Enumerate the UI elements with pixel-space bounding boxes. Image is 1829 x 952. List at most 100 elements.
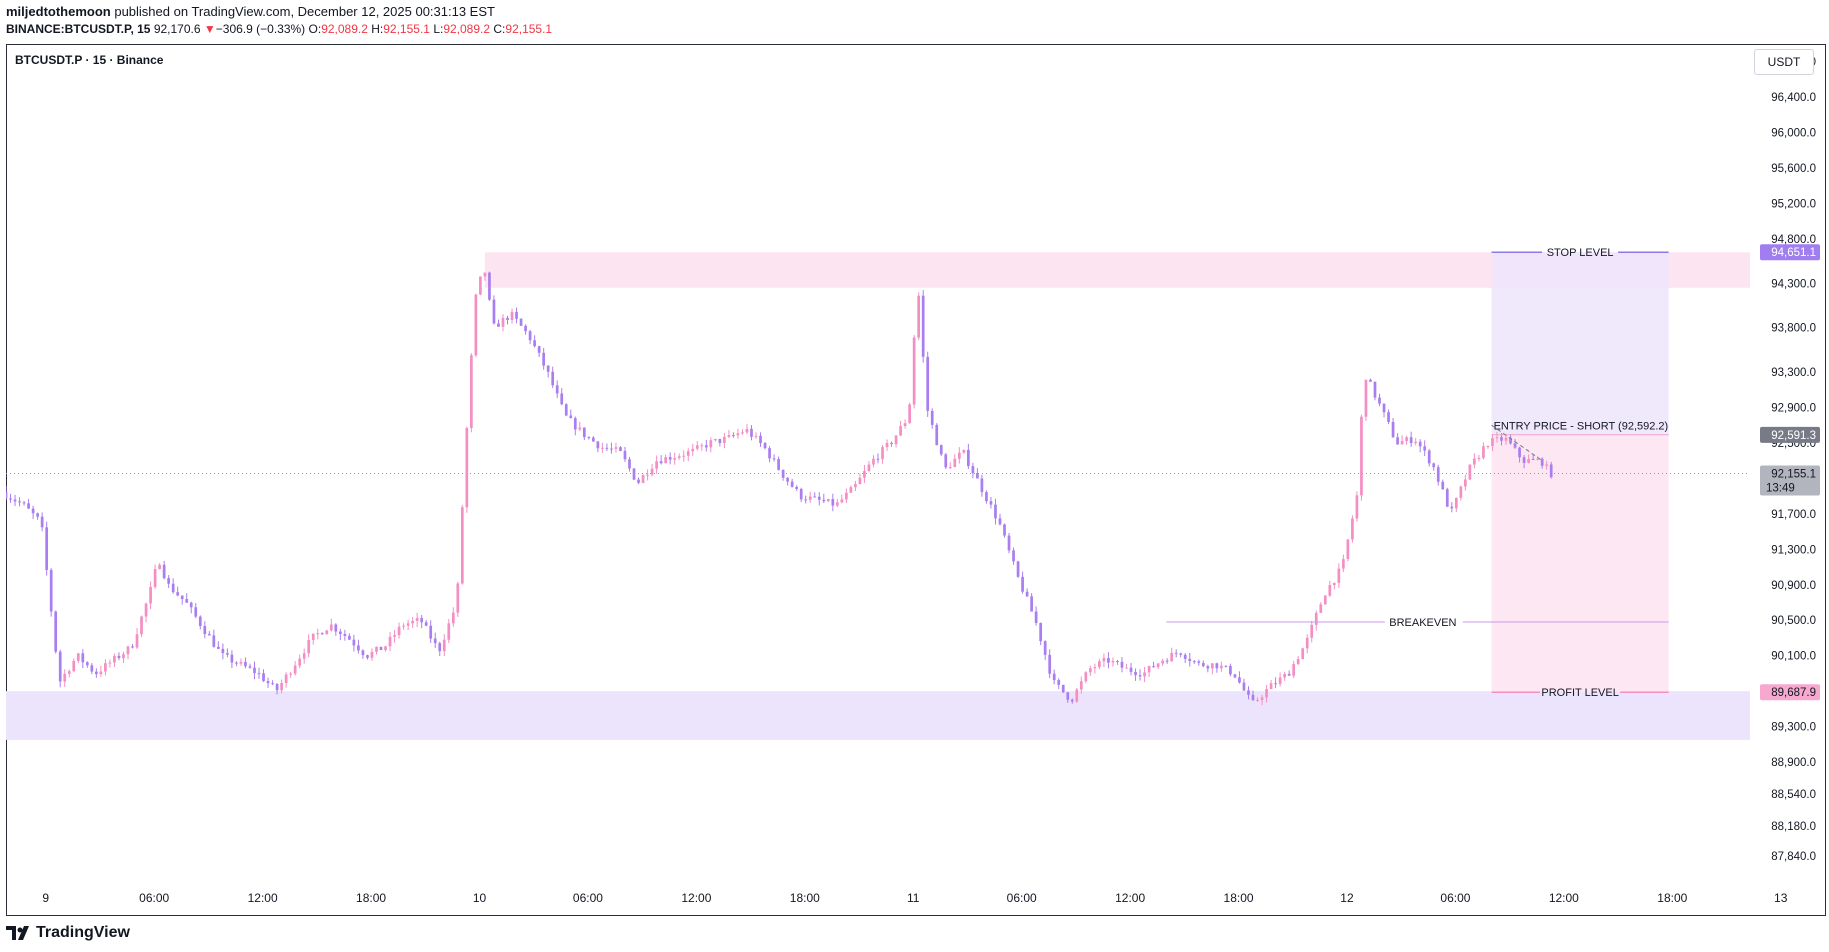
candle-227: [1030, 593, 1033, 612]
candle-body: [519, 318, 523, 326]
candle-50: [230, 650, 234, 669]
candle-177: [804, 495, 808, 504]
candle-80: [366, 654, 369, 660]
candle-6: [31, 505, 35, 519]
candle-119: [542, 347, 546, 370]
candle-99: [451, 607, 455, 627]
price-chart[interactable]: BREAKEVEN STOP LEVEL PROFIT LEVEL ENTRY PRI…: [6, 44, 1826, 916]
candle-263: [1192, 660, 1196, 665]
candle-body: [167, 578, 171, 584]
candle-body: [1012, 550, 1015, 562]
candle-301: [1364, 379, 1368, 421]
candle-body: [492, 299, 496, 324]
candle-body: [1224, 665, 1228, 667]
candle-body: [596, 441, 600, 449]
candle-226: [1025, 588, 1029, 598]
candle-body: [1441, 481, 1445, 490]
candle-body: [750, 428, 753, 437]
candle-79: [361, 649, 365, 659]
price-tick-4: 95,200.0: [1771, 199, 1816, 211]
candle-278: [1260, 694, 1264, 705]
candle-body: [1274, 683, 1277, 685]
candle-body: [840, 499, 844, 503]
candle-body: [592, 437, 595, 442]
candle-body: [1287, 673, 1291, 676]
candle-body: [1351, 518, 1354, 540]
currency-button[interactable]: USDT: [1754, 49, 1814, 75]
candle-105: [479, 276, 482, 296]
candle-120: [546, 365, 550, 378]
candle-body: [40, 516, 44, 528]
candle-162: [736, 428, 740, 439]
candle-23: [108, 659, 112, 668]
candle-145: [659, 455, 663, 465]
candle-body: [230, 654, 234, 663]
price-tick-9: 92,900.0: [1771, 402, 1816, 414]
candle-body: [1251, 694, 1255, 701]
candle-body: [1400, 441, 1404, 445]
candle-249: [1129, 662, 1133, 676]
candle-179: [813, 492, 817, 498]
candle-body: [614, 447, 618, 449]
candle-body: [18, 501, 21, 503]
candle-body: [1283, 673, 1286, 678]
candle-17: [81, 649, 85, 668]
candle-body: [528, 331, 532, 341]
candle-body: [799, 488, 803, 500]
candle-266: [1206, 664, 1210, 673]
author-name[interactable]: miljedtothemoon: [6, 4, 111, 19]
price-tick-13: 90,900.0: [1771, 580, 1816, 592]
candle-body: [1007, 535, 1011, 551]
candle-body: [6, 491, 8, 499]
price-tick-7: 93,800.0: [1771, 323, 1816, 335]
candle-body: [1016, 561, 1020, 577]
candle-body: [723, 436, 726, 443]
candle-252: [1143, 667, 1146, 683]
candle-195: [885, 439, 889, 451]
candle-body: [226, 653, 229, 655]
candle-306: [1387, 409, 1390, 425]
candle-body: [1111, 661, 1115, 663]
candle-155: [704, 439, 708, 452]
candle-300: [1360, 414, 1363, 501]
candle-body: [1427, 450, 1431, 464]
candle-body: [1048, 654, 1052, 674]
price-tick-14: 90,500.0: [1771, 615, 1816, 627]
candle-29: [135, 628, 139, 649]
candle-339: [1536, 456, 1540, 461]
candle-body: [266, 681, 270, 684]
candle-141: [641, 474, 645, 484]
candle-62: [284, 672, 288, 688]
candle-body: [967, 449, 970, 467]
candle-body: [1152, 666, 1155, 668]
candle-body: [1391, 422, 1395, 438]
candle-294: [1332, 582, 1336, 590]
tradingview-logo[interactable]: TradingView: [6, 924, 130, 942]
candle-322: [1459, 485, 1463, 501]
candle-body: [9, 498, 12, 500]
candle-16: [76, 652, 80, 664]
candle-body: [1079, 681, 1083, 690]
candle-body: [1355, 495, 1359, 519]
candle-154: [700, 443, 704, 451]
time-tick-5: 06:00: [573, 891, 603, 905]
candle-73: [334, 623, 338, 636]
candle-body: [1468, 464, 1472, 480]
candle-47: [216, 641, 220, 650]
candle-body: [876, 458, 880, 460]
time-tick-6: 12:00: [681, 891, 711, 905]
candle-body: [406, 623, 410, 626]
candle-158: [718, 438, 722, 447]
candle-body: [1138, 675, 1142, 677]
candle-body: [881, 447, 884, 460]
candle-body: [1215, 663, 1219, 669]
candle-104: [474, 293, 478, 358]
candle-body: [695, 445, 699, 449]
change-value: −306.9 (−0.33%): [215, 22, 306, 36]
candle-194: [881, 445, 884, 464]
time-tick-3: 18:00: [356, 891, 386, 905]
candle-body: [58, 651, 62, 682]
candle-200: [908, 402, 911, 424]
candle-body: [1201, 662, 1205, 667]
candle-body: [248, 666, 252, 668]
